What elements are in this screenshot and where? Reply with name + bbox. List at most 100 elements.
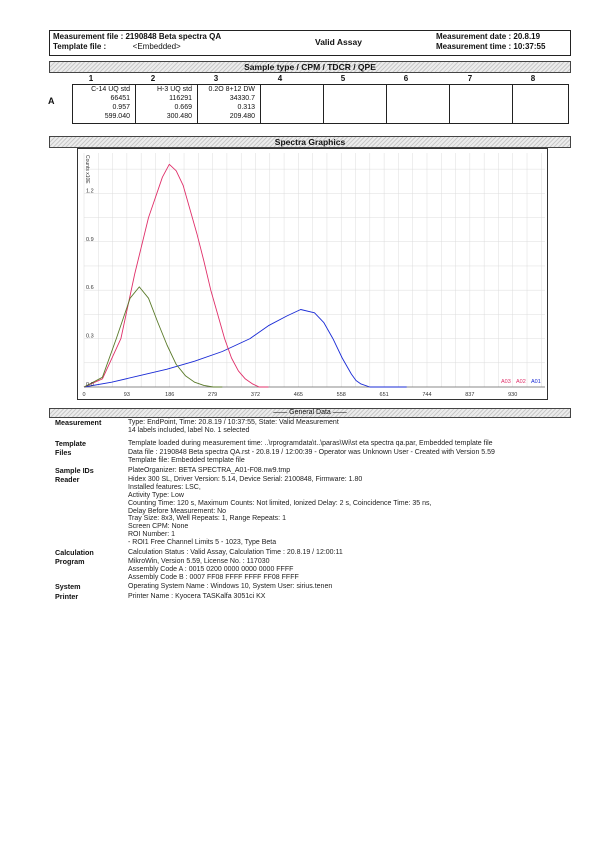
general-value-line: Type: EndPoint, Time: 20.8.19 / 10:37:55…	[128, 419, 339, 426]
column-header-7: 7	[467, 74, 473, 83]
measurement-time-label: Measurement time :	[436, 42, 512, 51]
general-value-line: Assembly Code B : 0007 FF08 FFFF FFFF FF…	[128, 573, 299, 581]
column-header-2: 2	[150, 74, 156, 83]
cell-a3-type: 0.2O 8+12 DW	[208, 86, 256, 93]
measurement-file-row: Measurement file : 2190848 Beta spectra …	[53, 32, 221, 41]
template-file-row: Template file : <Embedded>	[53, 42, 181, 51]
assay-status: Valid Assay	[315, 37, 362, 47]
general-label-printer: Printer	[55, 591, 79, 601]
cell-a1-qpe: 599.040	[104, 113, 130, 120]
plate-cell-a2: H-3 UQ std 116291 0.669 300.480	[136, 85, 192, 121]
general-label-files: Files	[55, 448, 72, 458]
column-header-8: 8	[530, 74, 536, 83]
general-value-line: Tray Size: 8x3, Well Repeats: 1, Range R…	[128, 515, 286, 523]
general-value-line: Template file: Embedded template file	[128, 457, 245, 465]
cell-a3-cpm: 34330.7	[229, 95, 255, 102]
measurement-time-value: 10:37:55	[513, 42, 546, 51]
measurement-file-label: Measurement file :	[53, 32, 124, 41]
x-tick-label: 372	[251, 392, 260, 398]
general-value-line: Delay Before Measurement: No	[128, 507, 227, 515]
general-data-title: —— General Data ——	[273, 409, 347, 416]
column-header-5: 5	[340, 74, 346, 83]
cell-a2-tdcr: 0.669	[174, 104, 192, 111]
general-label-program: Program	[55, 556, 85, 566]
measurement-file-value: 2190848 Beta spectra QA	[125, 32, 222, 41]
measurement-date-row: Measurement date : 20.8.19	[436, 32, 540, 41]
column-header-1: 1	[88, 74, 94, 83]
cell-a2-qpe: 300.480	[166, 113, 192, 120]
series-line-a01	[83, 309, 407, 388]
general-value-line: Data file : 2190848 Beta spectra QA.rst …	[128, 449, 495, 457]
y-tick-label: 1.2	[86, 188, 94, 194]
general-value-line: Counting Time: 120 s, Maximum Counts: No…	[128, 499, 432, 507]
general-label-calculation: Calculation	[55, 547, 94, 557]
cell-a1-type: C-14 UQ std	[91, 86, 130, 93]
x-tick-label: 744	[422, 392, 431, 398]
cell-a2-cpm: 116291	[169, 95, 192, 102]
general-data-bar: —— General Data ——	[49, 408, 571, 418]
template-file-label: Template file :	[53, 42, 107, 51]
general-value-line: MikroWin, Version 5.59, License No. : 11…	[128, 557, 270, 565]
general-value-line: 14 labels included, label No. 1 selected	[128, 426, 250, 434]
row-label-a: A	[48, 96, 55, 106]
series-line-a02	[83, 163, 269, 388]
x-tick-label: 837	[465, 392, 474, 398]
cell-a3-tdcr: 0.313	[237, 104, 255, 111]
y-tick-label: 0.6	[86, 285, 94, 291]
general-value-line: Template loaded during measurement time:…	[128, 439, 493, 447]
general-value-line: Hidex 300 SL, Driver Version: 5.14, Devi…	[128, 475, 363, 483]
cell-a3-qpe: 209.480	[229, 113, 255, 120]
general-value-line: Activity Type: Low	[128, 491, 184, 499]
legend-entry-a02: A02	[516, 379, 526, 385]
cell-a1-cpm: 66451	[110, 95, 130, 102]
general-label-template: Template	[55, 438, 87, 448]
spectra-chart-svg: 0 93 186 279 372 465 558 651 744 837 930 0.0 0.3 0.6 0…	[82, 153, 545, 398]
legend-entry-a03: A03	[501, 379, 511, 385]
general-value-line: Printer Name : Kyocera TASKalfa 3051ci K…	[128, 592, 266, 600]
x-tick-label: 0	[82, 392, 85, 398]
general-value-line: - ROI1 Free Channel Limits 5 - 1023, Typ…	[128, 539, 277, 547]
sample-section-bar: Sample type / CPM / TDCR / QPE	[49, 61, 571, 73]
report-header	[49, 30, 571, 56]
x-tick-label: 558	[337, 392, 346, 398]
column-header-4: 4	[277, 74, 283, 83]
template-file-value: <Embedded>	[132, 42, 181, 51]
x-tick-label: 186	[165, 392, 174, 398]
sample-section-title: Sample type / CPM / TDCR / QPE	[244, 62, 376, 72]
x-tick-label: 465	[294, 392, 303, 398]
plate-cell-a1: C-14 UQ std 66451 0.957 599.040	[74, 85, 130, 121]
general-value-line: Operating System Name : Windows 10, Syst…	[128, 583, 333, 591]
y-axis-label: Counts x10E	[84, 155, 90, 184]
spectra-title: Spectra Graphics	[274, 137, 346, 147]
general-value-line: Calculation Status : Valid Assay, Calcul…	[128, 548, 343, 556]
x-tick-label: 279	[208, 392, 217, 398]
column-header-3: 3	[213, 74, 219, 83]
y-tick-label: 0.9	[86, 237, 94, 243]
general-value-line: PlateOrganizer: BETA SPECTRA_A01-F08.nw9…	[128, 466, 291, 474]
general-value-line: Installed features: LSC,	[128, 483, 201, 491]
legend-entry-a01: A01	[531, 379, 541, 385]
plate-cell-a3: 0.2O 8+12 DW 34330.7 0.313 209.480	[198, 85, 256, 121]
measurement-date-value: 20.8.19	[513, 32, 541, 41]
general-value-line: ROI Number: 1	[128, 531, 176, 539]
series-line-a03	[83, 286, 223, 388]
general-label-sample-ids: Sample IDs	[55, 465, 94, 475]
plate-grid	[72, 84, 569, 124]
spectra-section-bar: Spectra Graphics	[49, 136, 571, 148]
measurement-time-row: Measurement time : 10:37:55	[436, 42, 545, 51]
y-tick-label: 0.3	[86, 334, 94, 340]
general-label-measurement: Measurement	[55, 418, 102, 427]
measurement-date-label: Measurement date :	[436, 32, 512, 41]
cell-a1-tdcr: 0.957	[112, 104, 130, 111]
general-label-reader: Reader	[55, 474, 80, 484]
x-tick-label: 930	[508, 392, 517, 398]
general-value-line: Screen CPM: None	[128, 523, 189, 531]
y-tick-label: 0.0	[86, 382, 94, 388]
x-tick-label: 651	[380, 392, 389, 398]
general-label-system: System	[55, 582, 81, 592]
spectra-chart: 0 93 186 279 372 465 558 651 744 837 930 0.0 0.3 0.6 0…	[77, 148, 548, 400]
cell-a2-type: H-3 UQ std	[156, 86, 192, 93]
general-value-line: Assembly Code A : 0015 0200 0000 0000 00…	[128, 565, 294, 573]
column-header-6: 6	[403, 74, 409, 83]
x-tick-label: 93	[124, 392, 130, 398]
